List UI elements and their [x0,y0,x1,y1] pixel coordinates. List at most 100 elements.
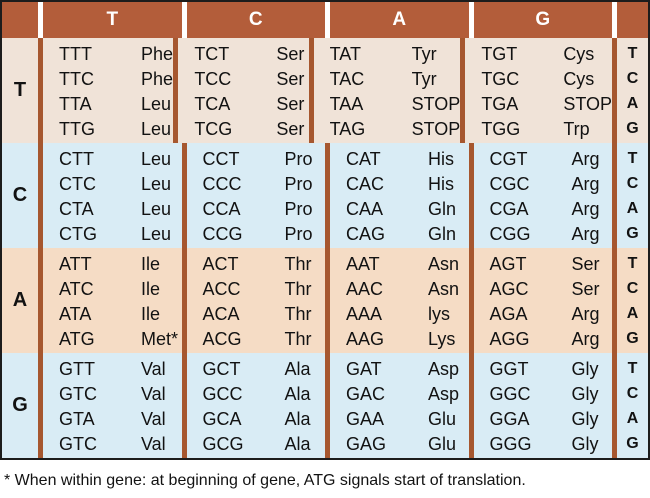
codon-text: GTC [59,384,97,404]
amino-acid-text: Gly [571,359,599,379]
codon-text: GTC [59,434,97,454]
codon-text: TTT [59,44,92,64]
amino-acid-text: Asp [428,384,460,404]
codon-text: CCC [202,174,242,194]
codon-text: GGA [489,409,530,429]
header-col-second-base-t: T [106,9,119,30]
codon-entry: CTG Leu [59,222,182,247]
amino-acid-text: Ile [141,254,161,274]
codon-entry: ATG Met* [59,327,182,352]
codon-entry: GCC Ala [203,382,326,407]
codon-text: AGA [489,304,528,324]
amino-acid-text: Arg [571,304,600,324]
codon-text: ATC [59,279,94,299]
codon-entry: CGG Arg [490,222,613,247]
third-base-label: G [626,224,639,242]
table-body: T TTT Phe TTC Phe TTA Leu TTG Leu TCT Ser TCC Ser TCA… [2,38,648,458]
amino-acid-text: Val [141,409,166,429]
amino-acid-text: Asn [428,254,460,274]
column-divider [468,248,474,353]
codon-text: CCG [202,224,243,244]
codon-entry: GTC Val [59,432,182,457]
amino-acid-text: Ser [571,254,600,274]
codon-text: TGC [481,69,520,89]
amino-acid-text: Ser [276,94,305,114]
codon-entry: CGA Arg [490,197,613,222]
codon-entry: GCG Ala [203,432,326,457]
codon-text: GAA [346,409,385,429]
third-base-label: C [626,279,639,297]
codon-entry: TAT Tyr [330,42,461,67]
amino-acid-text: Gly [571,434,599,454]
codon-entry: CGC Arg [490,172,613,197]
codon-text: TAA [329,94,364,114]
amino-acid-text: Phe [141,44,174,64]
codon-text: TAG [329,119,366,139]
codon-text: CAA [346,199,384,219]
amino-acid-text: Arg [571,224,600,244]
amino-acid-text: Leu [141,174,172,194]
third-base-label: A [626,94,639,112]
amino-acid-text: lys [428,304,450,324]
codon-entry: GTA Val [59,407,182,432]
codon-entry: TTC Phe [59,67,173,92]
third-base-label: G [626,119,639,137]
codon-entry: TAG STOP [330,117,461,142]
table-header: T C A G [2,2,648,38]
codon-entry: AGT Ser [490,252,613,277]
amino-acid-text: Asp [428,359,460,379]
codon-entry: ATC Ile [59,277,182,302]
amino-acid-text: Pro [284,174,313,194]
first-base-label: G [12,394,28,416]
codon-text: GCG [202,434,244,454]
codon-entry: GCA Ala [203,407,326,432]
amino-acid-text: Ser [276,44,305,64]
codon-text: ATT [59,254,92,274]
codon-text: GAG [346,434,387,454]
column-divider [38,143,43,248]
codon-entry: CAC His [346,172,469,197]
codon-text: TTA [59,94,92,114]
codon-entry: TTT Phe [59,42,173,67]
amino-acid-text: STOP [563,94,612,114]
codon-text: TGT [481,44,518,64]
codon-entry: CTT Leu [59,147,182,172]
codon-entry: TCG Ser [194,117,308,142]
codon-cell: AAT Asn AAC Asn AAA lys AAG Lys [330,248,469,353]
amino-acid-text: Ile [141,304,161,324]
codon-text: ACA [202,304,240,324]
amino-acid-text: Val [141,384,166,404]
amino-acid-text: Leu [141,119,172,139]
codon-cell: GAT Asp GAC Asp GAA Glu GAG Glu [330,353,469,458]
header-separator [325,2,330,38]
codon-text: AAA [346,304,383,324]
amino-acid-text: Lys [428,329,456,349]
amino-acid-text: Ala [284,384,311,404]
first-base-label: C [12,184,28,206]
codon-text: ATG [59,329,95,349]
codon-text: AAT [346,254,380,274]
column-divider [38,248,43,353]
amino-acid-text: Ile [141,279,161,299]
codon-cell: GGT Gly GGC Gly GGA Gly GGG Gly [474,353,613,458]
third-base-label: C [626,174,639,192]
amino-acid-text: Trp [563,119,590,139]
amino-acid-text: Leu [141,94,172,114]
column-divider [173,38,179,143]
column-divider [181,248,187,353]
column-divider [181,143,187,248]
codon-entry: ATA Ile [59,302,182,327]
amino-acid-text: Tyr [411,44,437,64]
codon-text: CCA [202,199,241,219]
codon-text: CGG [489,224,531,244]
third-base-label: T [627,149,638,167]
amino-acid-text: Arg [571,149,600,169]
codon-text: ATA [59,304,92,324]
codon-cell: CGT Arg CGC Arg CGA Arg CGG Arg [474,143,613,248]
header-separator [468,2,474,38]
codon-entry: ACT Thr [203,252,326,277]
codon-text: TCC [194,69,232,89]
